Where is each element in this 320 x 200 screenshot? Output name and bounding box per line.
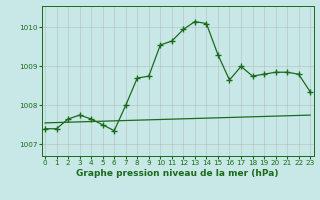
X-axis label: Graphe pression niveau de la mer (hPa): Graphe pression niveau de la mer (hPa) bbox=[76, 169, 279, 178]
